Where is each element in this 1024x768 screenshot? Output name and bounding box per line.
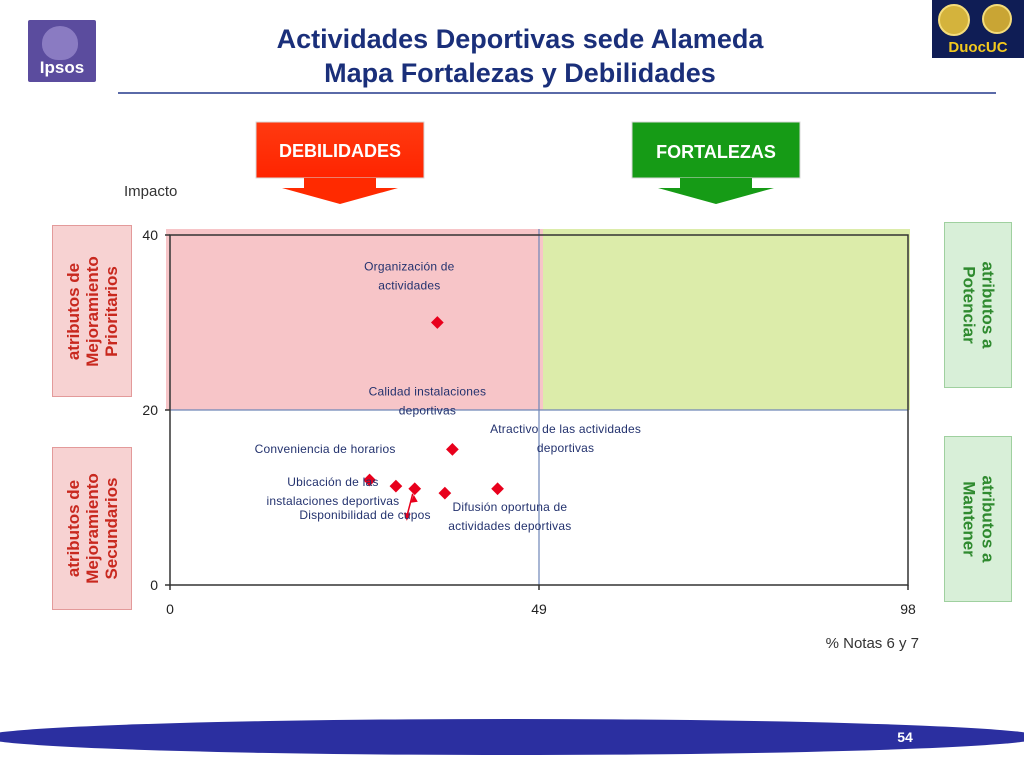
page-number: 54 [897,729,913,745]
y-tick-label: 20 [142,402,158,418]
fortalezas-arrow-icon [658,178,774,204]
point-label: actividades [378,279,440,293]
data-point [389,479,403,493]
point-label: instalaciones deportivas [266,494,399,508]
side-label-right-bottom: atributos a Mantener [944,436,1012,602]
leader-arrow-icon [410,494,418,503]
point-label: Ubicación de las [287,475,378,489]
data-point [408,482,422,496]
y-axis-label: Impacto [124,183,177,200]
scatter-chart: 0 20 40 0 49 98 Organización de actividades Cal… [124,183,919,652]
leader-line [406,493,414,517]
chart-points [363,316,504,500]
debilidades-label: DEBILIDADES [279,141,401,161]
chart-ticks: 0 20 40 0 49 98 [142,227,916,617]
point-label: Atractivo de las actividades [490,422,641,436]
title-divider [118,92,996,94]
x-tick-label: 49 [531,601,547,617]
point-label: Calidad instalaciones [369,384,487,398]
fortalezas-callout: FORTALEZAS [631,121,801,204]
point-label: deportivas [399,403,456,417]
ipsos-face-icon [42,26,78,60]
data-point [363,473,376,487]
side-label-left-top: atributos de Mejoramiento Prioritarios [52,225,132,397]
fortalezas-box [631,121,801,179]
data-point [430,316,444,329]
data-point [491,482,504,496]
point-label: Difusión oportuna de [452,500,567,514]
point-label: actividades deportivas [448,519,571,533]
chart-point-labels: Organización de actividades Calidad instal… [255,260,641,534]
title-line-1: Actividades Deportivas sede Alameda [276,24,764,54]
y-tick-label: 40 [142,227,158,243]
x-tick-label: 98 [900,601,916,617]
chart-leader-lines [403,493,418,521]
debilidades-box [255,121,425,179]
debilidades-callout: DEBILIDADES [255,121,425,204]
fortalezas-label: FORTALEZAS [656,142,776,162]
point-label: Disponibilidad de cupos [299,508,430,522]
quadrant-top-right [543,229,910,410]
leader-arrow-icon [403,512,411,521]
duoc-crest-icon [982,4,1012,34]
side-label-left-bottom: atributos de Mejoramiento Secundarios [52,447,132,610]
debilidades-arrow-icon [282,178,398,204]
chart-grid [170,229,908,585]
duoc-seal-icon [938,4,970,36]
duoc-logo-text: DuocUC [948,39,1008,56]
footer-band [0,719,1024,755]
point-label: Conveniencia de horarios [255,442,396,456]
page-title: Actividades Deportivas sede Alameda Mapa… [110,22,930,90]
duoc-logo: DuocUC [932,0,1024,58]
point-label: deportivas [537,441,594,455]
x-tick-label: 0 [166,601,174,617]
title-line-2: Mapa Fortalezas y Debilidades [324,58,716,88]
x-axis-label: % Notas 6 y 7 [826,635,919,652]
ipsos-logo-text: Ipsos [39,58,85,77]
y-tick-label: 0 [150,577,158,593]
point-label: Organización de [364,260,455,274]
chart-quadrants [166,229,910,410]
quadrant-top-left [166,229,543,410]
side-label-right-top: atributos a Potenciar [944,222,1012,388]
data-point [438,486,452,500]
data-point [446,443,459,456]
ipsos-logo: Ipsos [28,20,96,82]
